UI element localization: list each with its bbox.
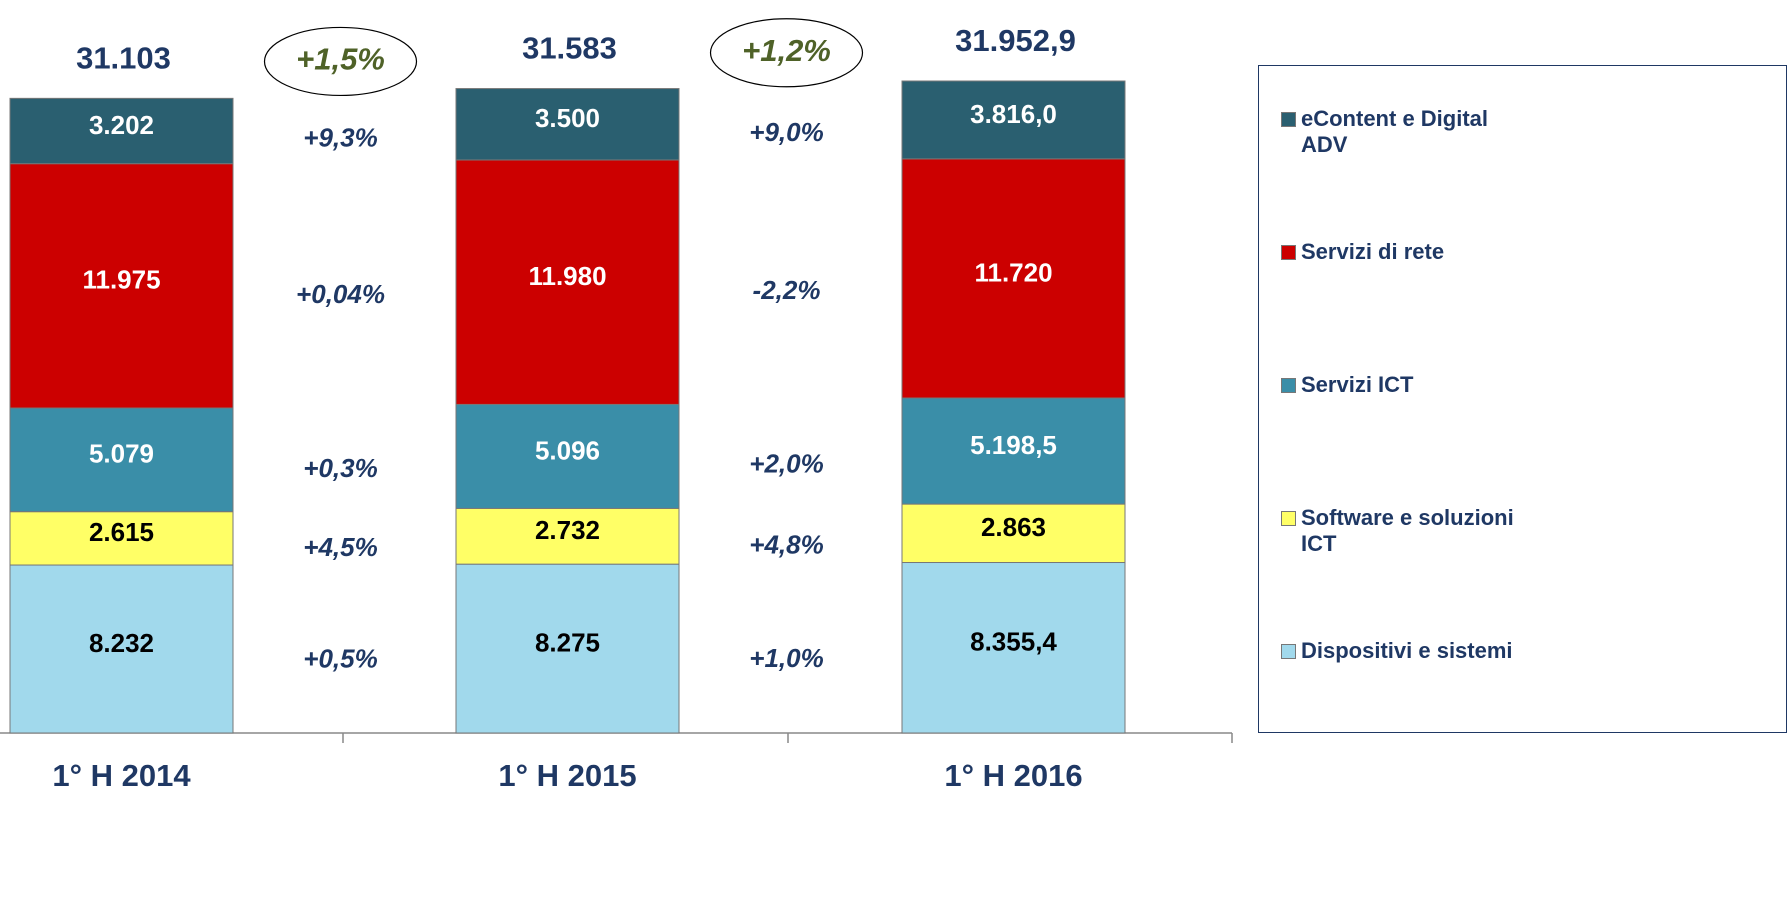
bar-segment xyxy=(455,403,680,509)
legend-label: eContent e Digital ADV xyxy=(1301,106,1489,157)
legend-label: Servizi di rete xyxy=(1301,239,1445,264)
legend-item: Dispositivi e sistemi xyxy=(1279,638,1529,664)
bar-segment xyxy=(455,507,680,565)
segment-label: 11.980 xyxy=(528,261,606,291)
bar-segment xyxy=(901,80,1126,160)
bar-segment xyxy=(9,564,234,734)
bar-segment xyxy=(455,88,680,161)
total-label: 31.103 xyxy=(76,41,171,76)
x-tick-label: 1° H 2016 xyxy=(944,758,1082,793)
total-growth-label: +1,2% xyxy=(742,33,831,68)
bar-segment xyxy=(455,159,680,405)
legend-swatch xyxy=(1281,511,1296,526)
segment-label: 8.275 xyxy=(535,627,600,657)
chart: 8.232 2.615 5.079 11.975 3.202 31.103 1° H 201… xyxy=(0,18,1233,793)
growth-label: +0,3% xyxy=(303,453,377,483)
legend-swatch xyxy=(1281,112,1296,127)
total-label: 31.583 xyxy=(522,31,617,66)
legend-label: Dispositivi e sistemi xyxy=(1301,638,1513,663)
growth-label: +4,5% xyxy=(303,532,377,562)
growth-label: +2,0% xyxy=(749,449,823,479)
segment-label: 2.732 xyxy=(535,515,600,545)
growth-label: +0,5% xyxy=(303,644,377,674)
bar-segment xyxy=(901,158,1126,399)
segment-label: 2.615 xyxy=(89,517,154,547)
legend-swatch xyxy=(1281,644,1296,659)
bar-segment xyxy=(9,163,234,409)
bar-segment xyxy=(901,562,1126,734)
segment-label: 8.355,4 xyxy=(970,627,1057,657)
bar-segment xyxy=(901,503,1126,564)
x-tick-label: 1° H 2014 xyxy=(52,758,191,793)
growth-label: +4,8% xyxy=(749,530,823,560)
bar-segment xyxy=(9,97,234,165)
growth-label: +0,04% xyxy=(296,279,385,309)
bar-segment xyxy=(9,511,234,566)
segment-label: 3.816,0 xyxy=(970,99,1057,129)
segment-label: 2.863 xyxy=(981,512,1046,542)
segment-label: 5.096 xyxy=(535,435,600,465)
growth-ellipse xyxy=(263,26,418,97)
growth-ellipse xyxy=(709,18,864,88)
segment-label: 11.720 xyxy=(974,257,1052,287)
legend-swatch xyxy=(1281,245,1296,260)
segment-label: 5.198,5 xyxy=(970,430,1057,460)
growth-label: -2,2% xyxy=(753,275,821,305)
bar-segment xyxy=(455,563,680,734)
total-growth-label: +1,5% xyxy=(296,42,385,77)
legend-label: Servizi ICT xyxy=(1301,372,1414,397)
growth-label: +1,0% xyxy=(749,643,823,673)
legend-item: Servizi ICT xyxy=(1279,372,1789,398)
segment-label: 8.232 xyxy=(89,628,154,658)
growth-label: +9,3% xyxy=(303,123,377,153)
legend-label: Software e soluzioni ICT xyxy=(1301,505,1514,556)
legend-swatch xyxy=(1281,378,1296,393)
legend-item: Software e soluzioni ICT xyxy=(1279,505,1529,557)
legend-item: eContent e Digital ADV xyxy=(1279,106,1529,158)
bar-segment xyxy=(9,407,234,513)
segment-label: 3.202 xyxy=(89,110,154,140)
segment-label: 5.079 xyxy=(89,439,154,469)
x-tick-label: 1° H 2015 xyxy=(498,758,636,793)
bar-segment xyxy=(901,397,1126,505)
total-label: 31.952,9 xyxy=(955,23,1076,58)
growth-label: +9,0% xyxy=(749,117,823,147)
segment-label: 11.975 xyxy=(82,265,160,295)
legend: Dispositivi e sistemi Software e soluzion… xyxy=(1258,65,1787,733)
segment-label: 3.500 xyxy=(535,103,600,133)
legend-item: Servizi di rete xyxy=(1279,239,1789,265)
